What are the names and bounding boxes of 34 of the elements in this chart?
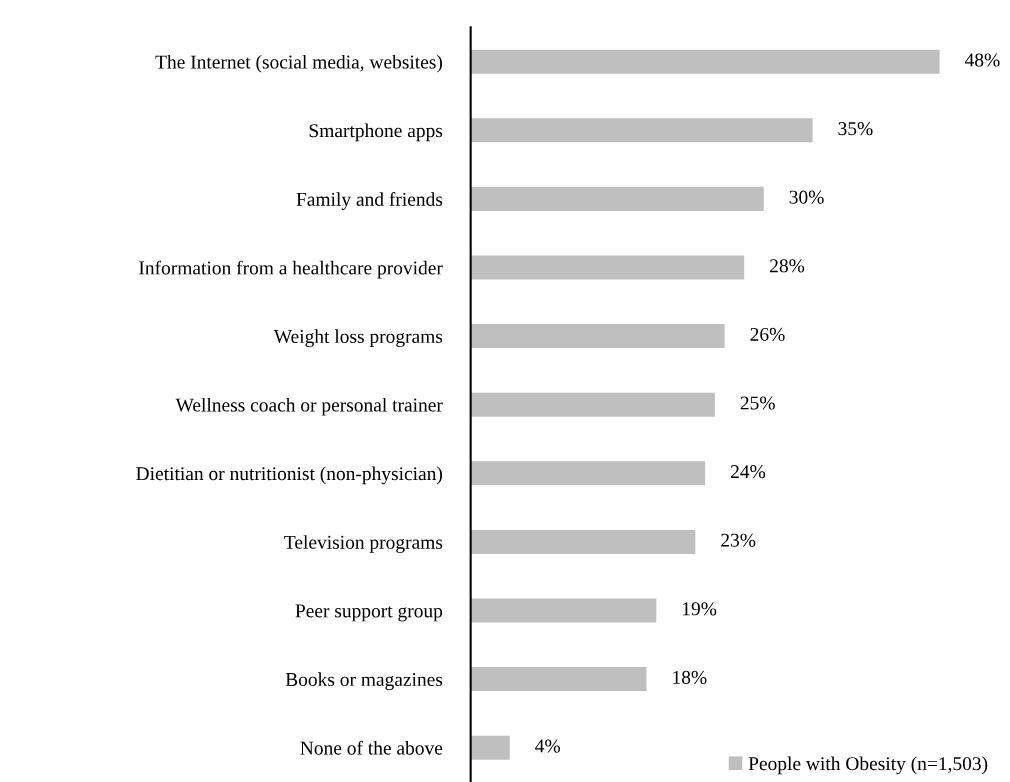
bar	[470, 461, 706, 486]
data-label: 26%	[750, 327, 785, 342]
bar	[470, 118, 813, 143]
bar	[470, 324, 725, 349]
bar	[470, 186, 764, 211]
y-tick-label: Books or magazines	[285, 672, 443, 691]
y-tick-label: Smartphone apps	[309, 123, 443, 142]
bar	[470, 598, 657, 623]
y-tick-label: Television programs	[284, 535, 443, 553]
y-tick-label: Dietitian or nutritionist (non-physician)	[136, 466, 443, 485]
data-label: 4%	[535, 739, 560, 753]
y-tick-label: Information from a healthcare provider	[139, 260, 443, 279]
bar	[470, 735, 510, 760]
y-tick-label: Family and friends	[296, 192, 443, 210]
bar	[470, 49, 940, 74]
data-label: 19%	[682, 602, 717, 616]
data-label: 30%	[789, 190, 824, 204]
bar	[470, 392, 715, 417]
legend-label: People with Obesity (n=1,503)	[748, 756, 988, 775]
data-label: 18%	[673, 670, 707, 685]
y-tick-label: Peer support group	[295, 604, 443, 622]
y-tick-label: None of the above	[300, 740, 443, 755]
bar	[470, 255, 745, 280]
y-tick-label: Wellness coach or personal trainer	[175, 397, 443, 416]
data-label: 28%	[770, 259, 805, 273]
y-tick-label: The Internet (social media, websites)	[155, 54, 443, 73]
data-label: 35%	[838, 122, 873, 136]
bar	[470, 667, 647, 692]
data-label: 48%	[964, 53, 1000, 67]
data-label: 25%	[740, 396, 775, 410]
data-label: 23%	[721, 533, 756, 547]
data-label: 24%	[730, 465, 766, 479]
bar	[470, 529, 696, 554]
y-tick-label: Weight loss programs	[273, 329, 443, 348]
